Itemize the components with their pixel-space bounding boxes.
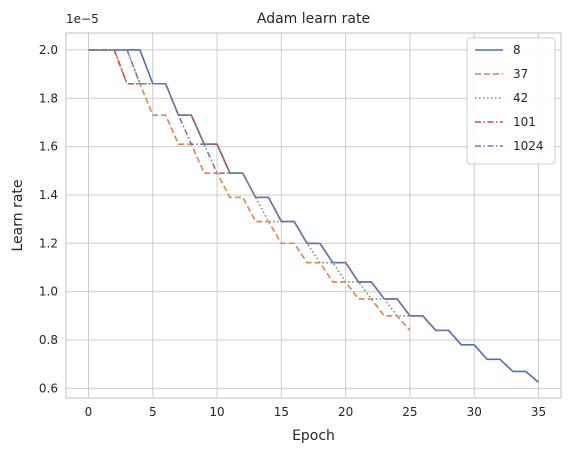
plot-frame: [65, 32, 562, 399]
legend-box: [466, 37, 556, 165]
y-tick-label: 1.0: [39, 285, 58, 299]
y-tick-labels: 0.6 0.8 1.0 1.2 1.4 1.6 1.8 2.0: [39, 43, 58, 395]
legend-label-42: 42: [513, 91, 528, 105]
y-tick-label: 1.2: [39, 236, 58, 250]
y-tick-label: 0.6: [39, 381, 58, 395]
x-tick-labels: 0 5 10 15 20 25 30 35: [85, 405, 546, 419]
legend-label-1024: 1024: [513, 139, 544, 153]
x-tick-label: 15: [274, 405, 289, 419]
series-layer: [88, 49, 540, 383]
series-line-1024: [88, 49, 449, 332]
x-tick-label: 30: [467, 405, 482, 419]
series-line-8: [88, 49, 540, 383]
x-tick-label: 0: [85, 405, 93, 419]
y-tick-label: 1.6: [39, 140, 58, 154]
x-tick-label: 25: [402, 405, 417, 419]
x-tick-label: 5: [149, 405, 157, 419]
x-axis-label: Epoch: [292, 428, 335, 444]
chart-title: Adam learn rate: [257, 11, 370, 27]
x-tick-label: 20: [338, 405, 353, 419]
legend-label-37: 37: [513, 67, 528, 81]
x-tick-label: 10: [209, 405, 224, 419]
y-tick-label: 0.8: [39, 333, 58, 347]
y-tick-label: 1.4: [39, 188, 58, 202]
y-axis-label: Learn rate: [10, 179, 26, 251]
x-tick-label: 35: [531, 405, 546, 419]
legend-label-101: 101: [513, 115, 536, 129]
series-line-37: [88, 49, 411, 331]
legend: 8 37 42 101 1024: [466, 37, 556, 165]
y-tick-label: 1.8: [39, 91, 58, 105]
y-tick-label: 2.0: [39, 43, 58, 57]
y-scale-label: 1e−5: [66, 12, 99, 26]
legend-label-8: 8: [513, 43, 521, 57]
